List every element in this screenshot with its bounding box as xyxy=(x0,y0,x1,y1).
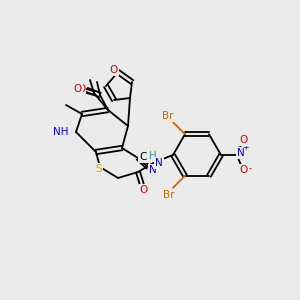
Text: O: O xyxy=(92,76,93,77)
Text: -: - xyxy=(248,164,251,173)
Text: H: H xyxy=(149,151,157,161)
Text: O: O xyxy=(240,135,248,145)
Text: O: O xyxy=(240,165,248,175)
Text: C: C xyxy=(139,152,147,162)
Text: O: O xyxy=(140,185,148,195)
Text: Br: Br xyxy=(162,111,174,121)
Text: O: O xyxy=(110,65,118,75)
Text: Br: Br xyxy=(163,190,175,200)
Text: N: N xyxy=(155,158,163,168)
Text: NH: NH xyxy=(52,127,68,137)
Text: N: N xyxy=(149,165,157,175)
Text: O: O xyxy=(74,84,82,94)
Text: S: S xyxy=(96,164,102,174)
Text: O: O xyxy=(77,84,85,94)
Text: +: + xyxy=(242,143,248,152)
Text: N: N xyxy=(237,148,245,158)
